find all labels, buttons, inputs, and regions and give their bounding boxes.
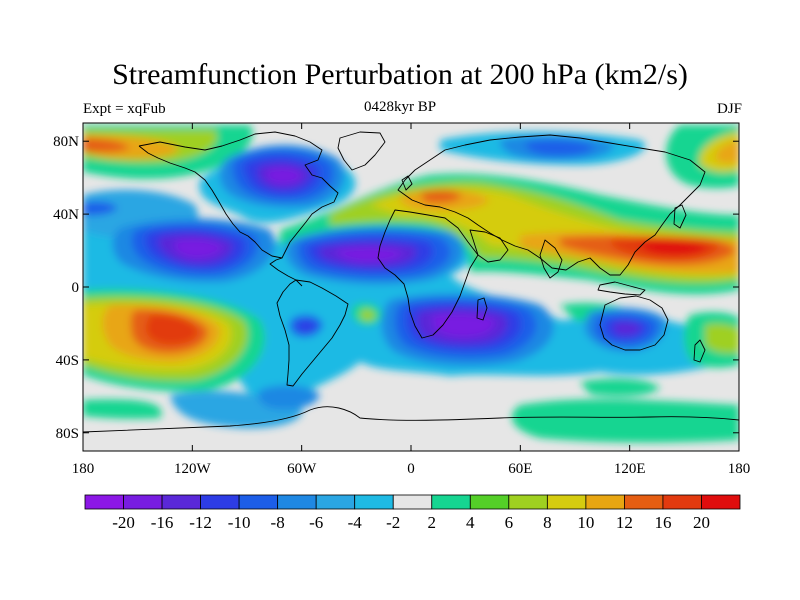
- negative-ep-max: [175, 239, 223, 258]
- colorbar: -20 -16 -12 -10 -8 -6 -4 -2 2 4 6 8 10 12 16 20: [84, 494, 741, 532]
- colorbar-label: -10: [228, 513, 251, 532]
- coast-madagascar: [476, 297, 488, 321]
- colorbar-swatch: [431, 494, 471, 510]
- y-tick-label: 40N: [53, 207, 79, 223]
- colorbar-swatch: [469, 494, 510, 510]
- coast-north-america: [138, 131, 339, 287]
- x-tick-label: 180: [728, 461, 751, 477]
- x-tick-label: 120E: [614, 461, 646, 477]
- negative-na-max: [266, 168, 302, 184]
- map-title: Streamfunction Perturbation at 200 hPa (…: [112, 58, 688, 91]
- colorbar-label: -8: [271, 513, 285, 532]
- colorbar-label: -4: [348, 513, 363, 532]
- southern-green-2: [83, 399, 162, 419]
- colorbar-label: 4: [466, 513, 475, 532]
- x-tick-label: 180: [72, 461, 95, 477]
- positive-europe-core2: [420, 190, 462, 203]
- colorbar-swatch: [585, 494, 625, 510]
- colorbar-swatch: [238, 494, 279, 510]
- y-tick-label: 80N: [53, 134, 79, 150]
- map-plot-area: [83, 123, 739, 451]
- x-tick-label: 60E: [508, 461, 532, 477]
- colorbar-label: 8: [543, 513, 552, 532]
- negative-sa-max: [432, 313, 495, 338]
- positive-sp-core: [145, 314, 198, 345]
- colorbar-swatch: [200, 494, 240, 510]
- negative-aus-max: [613, 322, 641, 336]
- colorbar-label: -12: [189, 513, 212, 532]
- colorbar-swatch: [84, 494, 124, 510]
- colorbar-label: -6: [309, 513, 323, 532]
- colorbar-swatch: [392, 494, 433, 510]
- coastlines: [83, 131, 739, 433]
- coast-south-america: [276, 279, 349, 387]
- colorbar-swatch: [123, 494, 163, 510]
- colorbar-label: 16: [654, 513, 671, 532]
- coast-japan: [673, 204, 687, 229]
- y-tick-label: 80S: [56, 426, 79, 442]
- coast-australia: [599, 295, 669, 351]
- colorbar-swatch: [662, 494, 702, 510]
- coast-africa: [377, 209, 479, 339]
- coast-greenland: [337, 131, 386, 171]
- colorbar-label: 2: [428, 513, 437, 532]
- negative-south-pacific-band: [258, 385, 320, 410]
- colorbar-label: 10: [577, 513, 594, 532]
- negative-west-pacific-core: [83, 201, 118, 216]
- y-tick-label: 0: [72, 280, 80, 296]
- coast-india: [539, 239, 563, 279]
- colorbar-swatch: [315, 494, 356, 510]
- colorbar-label: -2: [386, 513, 400, 532]
- negative-arctic-core: [525, 140, 595, 156]
- colorbar-swatch: [161, 494, 201, 510]
- colorbar-swatch: [508, 494, 548, 510]
- y-axis: 80N 40N 0 40S 80S: [53, 134, 739, 442]
- coast-eurasia: [397, 134, 706, 276]
- colorbar-label: 20: [693, 513, 710, 532]
- colorbar-label: -16: [151, 513, 174, 532]
- x-tick-label: 120W: [174, 461, 212, 477]
- negative-sam-core: [298, 320, 316, 333]
- colorbar-swatch: [546, 494, 587, 510]
- positive-east-sp-core: [705, 323, 739, 354]
- y-tick-label: 40S: [56, 353, 79, 369]
- colorbar-label: -20: [112, 513, 135, 532]
- positive-asia-max: [640, 241, 708, 255]
- negative-ta-max: [335, 247, 403, 262]
- contour-field: [83, 125, 739, 443]
- coast-arabia: [469, 229, 509, 263]
- coast-antarctica: [83, 406, 739, 433]
- colorbar-swatch: [354, 494, 394, 510]
- period-label: 0428kyr BP: [363, 99, 437, 115]
- positive-s-green: [580, 378, 660, 397]
- positive-ne-core: [715, 140, 739, 164]
- coast-new-zealand: [693, 339, 706, 363]
- southern-green: [511, 399, 739, 443]
- x-axis: 180 120W 60W 0 60E 120E 180: [72, 123, 751, 477]
- colorbar-swatch: [701, 494, 741, 510]
- positive-south-atlantic-core: [360, 309, 376, 321]
- positive-nw-core2: [83, 138, 130, 153]
- x-tick-label: 60W: [287, 461, 317, 477]
- coast-uk: [401, 175, 413, 191]
- colorbar-swatch: [277, 494, 317, 510]
- colorbar-label: 12: [616, 513, 633, 532]
- colorbar-swatch: [624, 494, 664, 510]
- coast-indonesia: [597, 281, 646, 296]
- season-label: DJF: [716, 101, 742, 117]
- experiment-label: Expt = xqFub: [83, 101, 166, 117]
- colorbar-label: 6: [505, 513, 514, 532]
- x-tick-label: 0: [407, 461, 415, 477]
